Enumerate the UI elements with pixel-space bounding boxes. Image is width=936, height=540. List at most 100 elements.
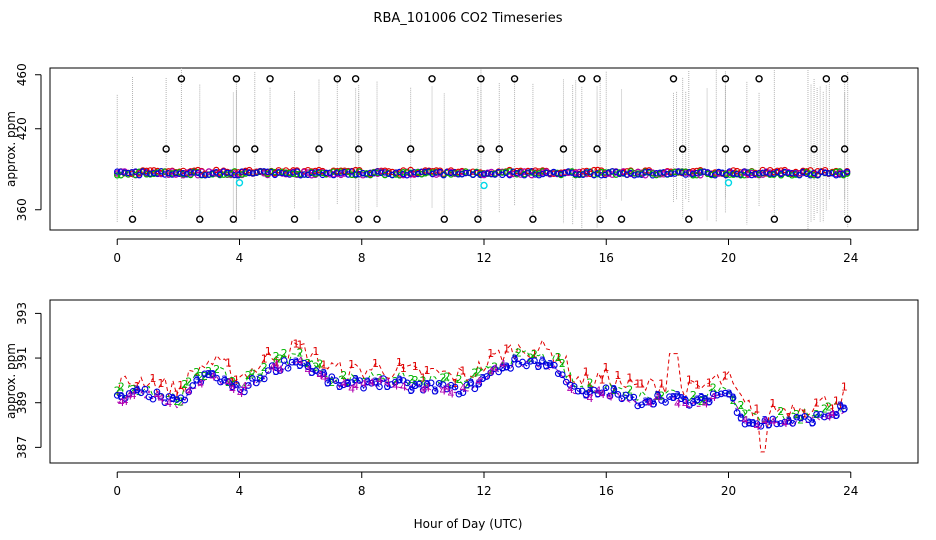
series-3-marker: 3	[364, 375, 371, 388]
series-3-point	[280, 357, 288, 364]
outlier-point	[743, 145, 751, 153]
series-3-marker: 3	[320, 367, 327, 380]
baseline-point	[510, 170, 517, 178]
series-1-marker: 1	[634, 377, 641, 390]
series-2-marker: 2	[742, 407, 749, 420]
series-1-marker: 1	[706, 377, 713, 390]
baseline-point	[546, 170, 554, 177]
series-3-point	[566, 381, 574, 389]
series-3-point	[598, 389, 606, 397]
x-tick-label: 12	[476, 251, 491, 265]
series-2-marker: 2	[245, 369, 252, 382]
series-4-marker: 4	[126, 389, 133, 402]
series-3-point	[487, 369, 495, 377]
series-1-marker: 1	[658, 378, 665, 391]
baseline-point	[480, 170, 488, 178]
series-3-point	[761, 417, 769, 424]
series-2-marker: 2	[444, 370, 451, 383]
series-3-point	[741, 420, 749, 428]
baseline-point	[172, 170, 180, 177]
series-2-marker: 2	[813, 408, 820, 421]
series-1-marker: 1	[503, 343, 510, 356]
series-3-point	[535, 363, 542, 370]
series-3-point	[813, 410, 820, 418]
y-tick-label: 360	[15, 198, 29, 221]
outlier-point	[373, 215, 381, 223]
series-3-marker: 3	[765, 418, 772, 431]
series-4-marker: 4	[384, 377, 391, 390]
series-1-marker: 1	[837, 399, 844, 412]
series-3-point	[769, 415, 777, 423]
series-3-marker: 3	[344, 377, 351, 390]
top-outliers	[128, 75, 852, 223]
series-3-point	[773, 420, 781, 428]
series-1-marker: 1	[229, 375, 236, 388]
series-1-marker: 1	[412, 360, 419, 373]
series-4-marker: 4	[273, 359, 280, 372]
series-3-point	[336, 383, 344, 390]
series-3-point	[614, 391, 622, 398]
series-4-marker: 4	[209, 371, 216, 384]
series-1-marker: 1	[451, 377, 458, 390]
baseline-point	[521, 168, 528, 175]
series-3-point	[165, 393, 173, 400]
outlier-point	[477, 75, 485, 83]
series-3-point	[380, 375, 387, 382]
series-3-marker: 3	[511, 352, 518, 365]
series-3-line	[117, 357, 845, 427]
baseline-point	[161, 171, 169, 178]
outlier-point	[232, 75, 241, 83]
series-3-marker: 3	[352, 373, 359, 386]
series-3-marker: 3	[698, 391, 705, 404]
baseline-point	[631, 172, 638, 179]
series-4-marker: 4	[157, 392, 164, 405]
outlier-point	[755, 75, 763, 83]
series-4-marker: 4	[352, 380, 359, 393]
baseline-point	[528, 168, 535, 175]
series-3-point	[554, 370, 562, 378]
series-3-point	[654, 391, 661, 399]
series-3-point	[709, 390, 717, 398]
series-3-marker: 3	[690, 396, 697, 409]
series-3-point	[805, 416, 812, 423]
series-3-point	[455, 390, 463, 398]
x-tick-label: 20	[721, 251, 736, 265]
series-4-marker: 4	[420, 383, 427, 396]
baseline-point	[697, 172, 704, 179]
series-4-marker: 4	[229, 383, 236, 396]
series-4-marker: 4	[829, 408, 836, 421]
series-3-point	[527, 357, 534, 365]
series-3-point	[248, 374, 256, 382]
series-2-marker: 2	[797, 414, 804, 427]
baseline-point	[345, 171, 352, 178]
outlier-point	[617, 215, 626, 223]
outlier-point	[406, 145, 415, 153]
series-2-marker: 2	[312, 361, 319, 374]
top-plot-frame	[49, 67, 919, 231]
outlier-point	[685, 215, 693, 223]
series-3-point	[519, 358, 526, 366]
outlier-point	[596, 215, 604, 223]
top-panel: 0 4 8 12 16 20 24 360 420 460 approx. ppm	[4, 63, 919, 265]
cyan-point	[480, 181, 488, 190]
series-3-point	[721, 389, 729, 397]
series-3-marker: 3	[424, 378, 431, 391]
series-3-point	[256, 374, 264, 382]
baseline-point	[733, 170, 741, 178]
series-3-marker: 3	[730, 391, 737, 404]
x-tick-label: 0	[113, 484, 121, 498]
series-2-marker: 2	[197, 370, 204, 383]
series-3-marker: 3	[293, 356, 300, 369]
baseline-point	[114, 172, 121, 179]
series-1-marker: 1	[265, 345, 272, 358]
outlier-point	[593, 145, 601, 153]
series-3-marker: 3	[118, 390, 125, 403]
series-3-point	[602, 384, 610, 392]
series-2-marker: 2	[455, 373, 462, 386]
series-3-marker: 3	[308, 366, 315, 379]
series-3-point	[705, 398, 713, 406]
baseline-point	[561, 169, 568, 177]
series-3-point	[825, 412, 832, 420]
baseline-point	[543, 169, 550, 177]
